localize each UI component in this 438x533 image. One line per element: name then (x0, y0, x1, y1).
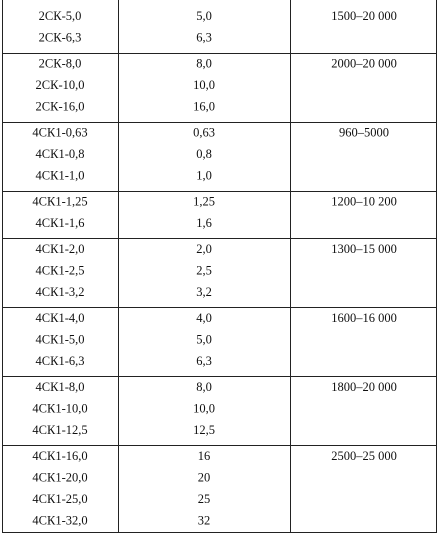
range: 1800–20 000 (331, 380, 397, 394)
value: 5,0 (196, 9, 212, 23)
value: 12,5 (193, 423, 215, 437)
value: 16,0 (193, 99, 215, 113)
range: 2500–25 000 (331, 449, 397, 463)
product-name: 4СК1-4,0 (36, 311, 85, 325)
range: 1500–20 000 (331, 9, 397, 23)
range: 1200–10 200 (331, 194, 397, 208)
product-name: 4СК1-32,0 (32, 513, 87, 527)
value: 1,6 (196, 216, 212, 230)
value: 6,3 (196, 30, 212, 44)
range: 2000–20 000 (331, 56, 397, 70)
value: 1,25 (193, 194, 215, 208)
value: 6,3 (196, 354, 212, 368)
product-name: 2СК-10,0 (36, 78, 85, 92)
product-name: 4СК1-20,0 (32, 470, 87, 484)
value: 2,5 (196, 263, 212, 277)
product-name: 2СК-16,0 (36, 99, 85, 113)
value: 2,0 (196, 242, 212, 256)
product-name: 4СК1-1,6 (36, 216, 85, 230)
value: 8,0 (196, 56, 212, 70)
product-name: 2СК-6,3 (39, 30, 82, 44)
range: 960–5000 (339, 125, 389, 139)
product-name: 4СК1-2,5 (36, 263, 85, 277)
range: 1600–16 000 (331, 311, 397, 325)
product-name: 4СК1-0,8 (36, 147, 85, 161)
product-name: 4СК1-25,0 (32, 492, 87, 506)
product-name: 4СК1-3,2 (36, 285, 85, 299)
range: 1300–15 000 (331, 242, 397, 256)
product-name: 4СК1-5,0 (36, 332, 85, 346)
product-name: 4СК1-1,25 (32, 194, 87, 208)
value: 5,0 (196, 332, 212, 346)
product-name: 4СК1-16,0 (32, 449, 87, 463)
product-name: 4СК1-2,0 (36, 242, 85, 256)
product-name: 4СК1-0,63 (32, 125, 87, 139)
value: 16 (198, 449, 211, 463)
value: 0,63 (193, 125, 215, 139)
product-name: 2СК-5,0 (39, 9, 82, 23)
value: 3,2 (196, 285, 212, 299)
value: 4,0 (196, 311, 212, 325)
value: 32 (198, 513, 211, 527)
product-name: 4СК1-8,0 (36, 380, 85, 394)
value: 10,0 (193, 401, 215, 415)
value: 10,0 (193, 78, 215, 92)
product-name: 4СК1-10,0 (32, 401, 87, 415)
product-name: 4СК1-12,5 (32, 423, 87, 437)
value: 0,8 (196, 147, 212, 161)
product-name: 4СК1-1,0 (36, 168, 85, 182)
value: 25 (198, 492, 211, 506)
value: 1,0 (196, 168, 212, 182)
product-name: 4СК1-6,3 (36, 354, 85, 368)
value: 20 (198, 470, 211, 484)
value: 8,0 (196, 380, 212, 394)
product-name: 2СК-8,0 (39, 56, 82, 70)
